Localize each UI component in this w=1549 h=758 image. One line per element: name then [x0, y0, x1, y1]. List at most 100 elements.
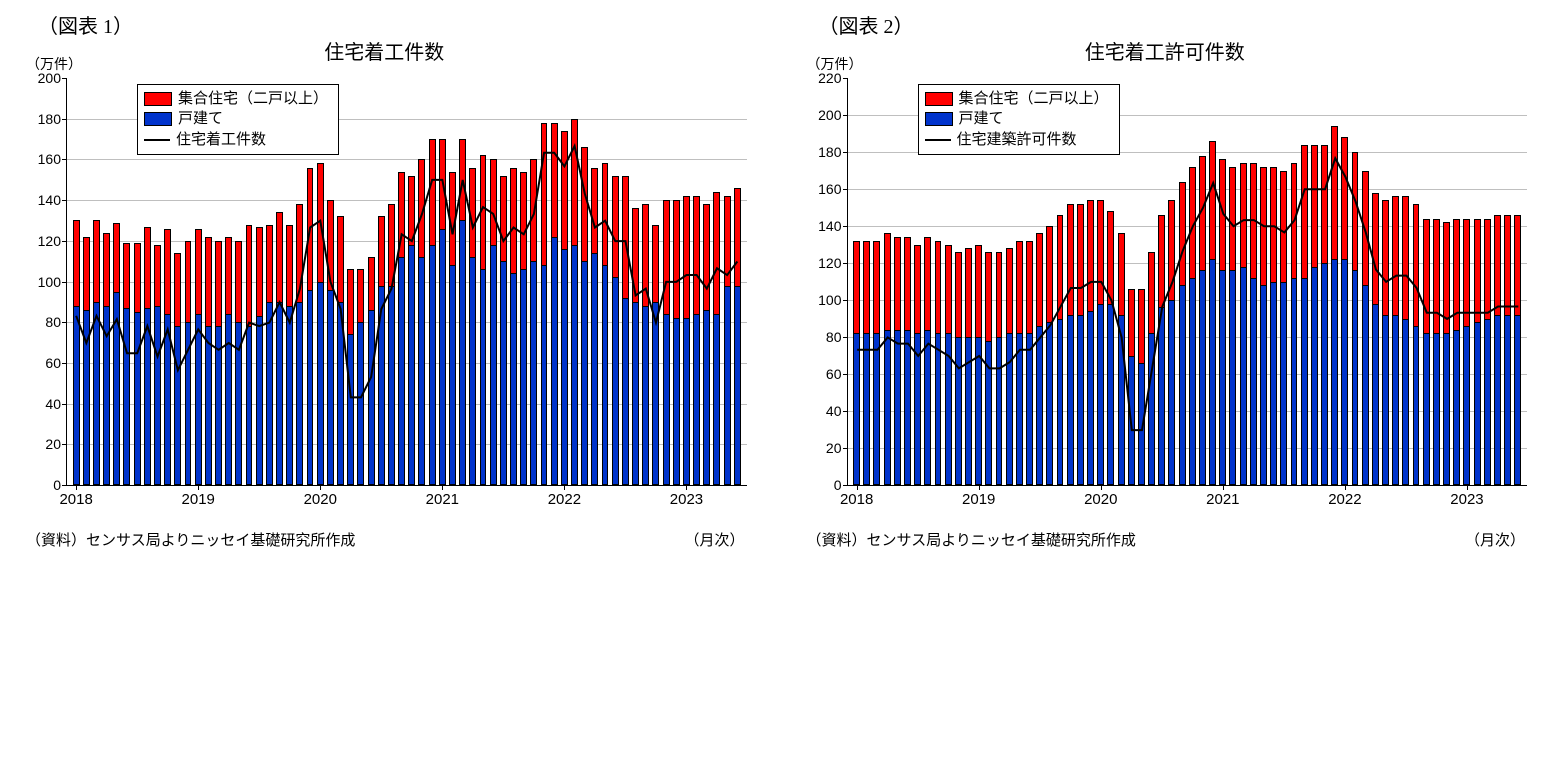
bar-segment-multi: [164, 229, 171, 314]
bar-segment-single: [520, 269, 527, 485]
bar-segment-multi: [693, 196, 700, 314]
bar-segment-multi: [561, 131, 568, 249]
bar-segment-multi: [1219, 159, 1226, 270]
figure-label: （図表 1）: [38, 10, 133, 39]
bar-segment-single: [205, 326, 212, 485]
bar-segment-single: [73, 306, 80, 485]
bar-segment-single: [500, 261, 507, 485]
y-tick-label: 40: [826, 403, 848, 419]
bar-segment-single: [83, 310, 90, 485]
bar-segment-multi: [1362, 171, 1369, 286]
legend-line-icon: [925, 139, 951, 141]
bar-segment-multi: [1036, 233, 1043, 326]
bar-segment-single: [327, 290, 334, 485]
bar: [1228, 78, 1238, 485]
bar-segment-multi: [1118, 233, 1125, 314]
legend: 集合住宅（二戸以上）戸建て住宅建築許可件数: [918, 84, 1120, 155]
bar-segment-multi: [1494, 215, 1501, 315]
bar: [1380, 78, 1390, 485]
bar-segment-single: [1006, 333, 1013, 485]
bar: [872, 78, 882, 485]
bar: [559, 78, 569, 485]
bar-segment-multi: [276, 212, 283, 302]
x-tick-label: 2020: [1084, 485, 1117, 508]
bar-segment-single: [1087, 311, 1094, 485]
bar-segment-single: [1118, 315, 1125, 485]
bar: [1360, 78, 1370, 485]
bar-segment-multi: [408, 176, 415, 245]
bar-segment-single: [673, 318, 680, 485]
bar-segment-multi: [1046, 226, 1053, 322]
bar: [1248, 78, 1258, 485]
bar-segment-single: [1321, 263, 1328, 485]
bar-segment-single: [935, 333, 942, 485]
bar: [549, 78, 559, 485]
bar-segment-single: [914, 333, 921, 485]
bar: [620, 78, 630, 485]
bar-segment-single: [975, 337, 982, 485]
bar-segment-single: [469, 257, 476, 485]
bar-segment-single: [1128, 356, 1135, 486]
bar: [610, 78, 620, 485]
bar-segment-single: [347, 334, 354, 485]
bar: [1167, 78, 1177, 485]
bar-segment-multi: [1514, 215, 1521, 315]
bar-segment-single: [1057, 319, 1064, 486]
bar: [478, 78, 488, 485]
bar-segment-single: [93, 302, 100, 485]
bar: [539, 78, 549, 485]
bar-segment-single: [863, 333, 870, 485]
bar: [1441, 78, 1451, 485]
y-tick-label: 20: [826, 440, 848, 456]
bar-segment-single: [1463, 326, 1470, 485]
bar-segment-single: [530, 261, 537, 485]
bar-segment-multi: [1168, 200, 1175, 300]
bar-segment-single: [591, 253, 598, 485]
bar-segment-multi: [541, 123, 548, 265]
bar-segment-multi: [215, 241, 222, 326]
bar-segment-multi: [398, 172, 405, 257]
bar-segment-single: [1402, 319, 1409, 486]
bar: [1350, 78, 1360, 485]
bar-segment-single: [683, 318, 690, 485]
bar: [1452, 78, 1462, 485]
bar-segment-single: [1077, 315, 1084, 485]
bar-segment-single: [955, 337, 962, 485]
x-tick-label: 2019: [962, 485, 995, 508]
bar-segment-multi: [1087, 200, 1094, 311]
bar-segment-single: [1291, 278, 1298, 485]
bar-segment-multi: [1107, 211, 1114, 304]
legend-item-line: 住宅建築許可件数: [925, 130, 1109, 150]
bar-segment-single: [1240, 267, 1247, 485]
bar-segment-single: [103, 306, 110, 485]
bar-segment-multi: [622, 176, 629, 298]
bar: [651, 78, 661, 485]
bar-segment-single: [1372, 304, 1379, 485]
bar-segment-multi: [510, 168, 517, 274]
bar-segment-multi: [327, 200, 334, 290]
bar-segment-multi: [1463, 219, 1470, 326]
bar-segment-single: [1433, 333, 1440, 485]
bar-segment-multi: [1311, 145, 1318, 267]
bar-segment-single: [317, 282, 324, 486]
x-tick-label: 2021: [1206, 485, 1239, 508]
bar-segment-single: [337, 302, 344, 485]
bar-segment-multi: [853, 241, 860, 334]
bar-segment-single: [581, 261, 588, 485]
bar-segment-single: [853, 333, 860, 485]
bar: [508, 78, 518, 485]
bar-segment-multi: [985, 252, 992, 341]
bar: [1279, 78, 1289, 485]
bar-segment-multi: [205, 237, 212, 327]
bar: [417, 78, 427, 485]
bar-segment-single: [1067, 315, 1074, 485]
plot-area: 0204060801001201401601802002202018201920…: [847, 78, 1528, 486]
bar-segment-multi: [1240, 163, 1247, 267]
bar: [1238, 78, 1248, 485]
bar: [1340, 78, 1350, 485]
bar-segment-single: [1168, 300, 1175, 485]
bar-segment-single: [225, 314, 232, 485]
bar: [376, 78, 386, 485]
bar-segment-single: [1250, 278, 1257, 485]
bar-segment-multi: [1077, 204, 1084, 315]
